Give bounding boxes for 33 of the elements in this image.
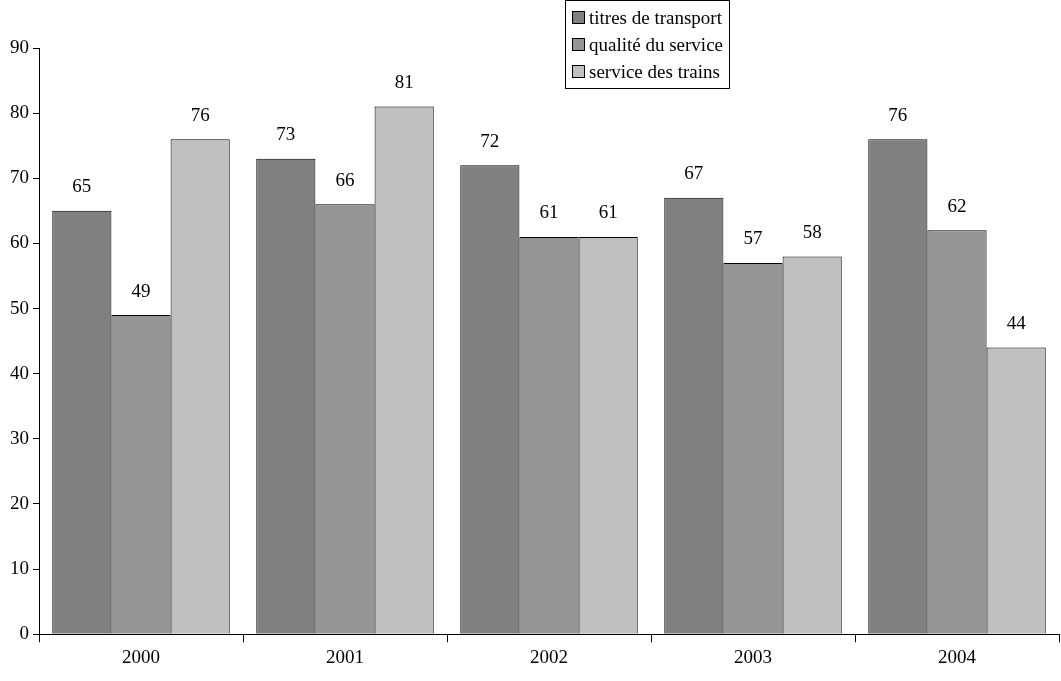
x-tick-label: 2003 — [734, 645, 772, 667]
data-label: 72 — [480, 129, 500, 151]
y-tick-label: 20 — [10, 491, 29, 513]
data-label: 44 — [1006, 312, 1027, 334]
data-label: 57 — [743, 227, 763, 249]
x-tick-label: 2002 — [530, 645, 568, 667]
data-label: 49 — [131, 279, 151, 301]
y-tick-label: 50 — [10, 296, 29, 318]
data-label: 73 — [276, 123, 296, 145]
y-tick-label: 90 — [10, 35, 29, 57]
y-tick-label: 80 — [10, 101, 29, 123]
data-label: 61 — [598, 201, 618, 223]
data-label: 67 — [684, 162, 704, 184]
data-label: 76 — [888, 103, 908, 125]
data-label: 81 — [394, 71, 414, 93]
legend-label: qualité du service — [588, 33, 724, 57]
data-label: 61 — [539, 201, 559, 223]
data-label: 58 — [802, 220, 822, 242]
data-label: 66 — [335, 168, 355, 190]
y-tick-label: 0 — [19, 622, 29, 644]
x-tick-label: 2001 — [326, 645, 364, 667]
legend-label: service des trains — [588, 60, 721, 84]
y-tick-label: 70 — [10, 166, 29, 188]
data-label: 76 — [190, 103, 210, 125]
data-label: 65 — [72, 175, 92, 197]
legend-label: titres de transport — [588, 6, 723, 30]
data-label: 62 — [947, 194, 967, 216]
y-tick-label: 60 — [10, 231, 29, 253]
x-tick-label: 2000 — [122, 645, 160, 667]
y-tick-label: 30 — [10, 426, 29, 448]
y-tick-label: 40 — [10, 361, 29, 383]
y-tick-label: 10 — [10, 557, 29, 579]
x-tick-label: 2004 — [938, 645, 977, 667]
